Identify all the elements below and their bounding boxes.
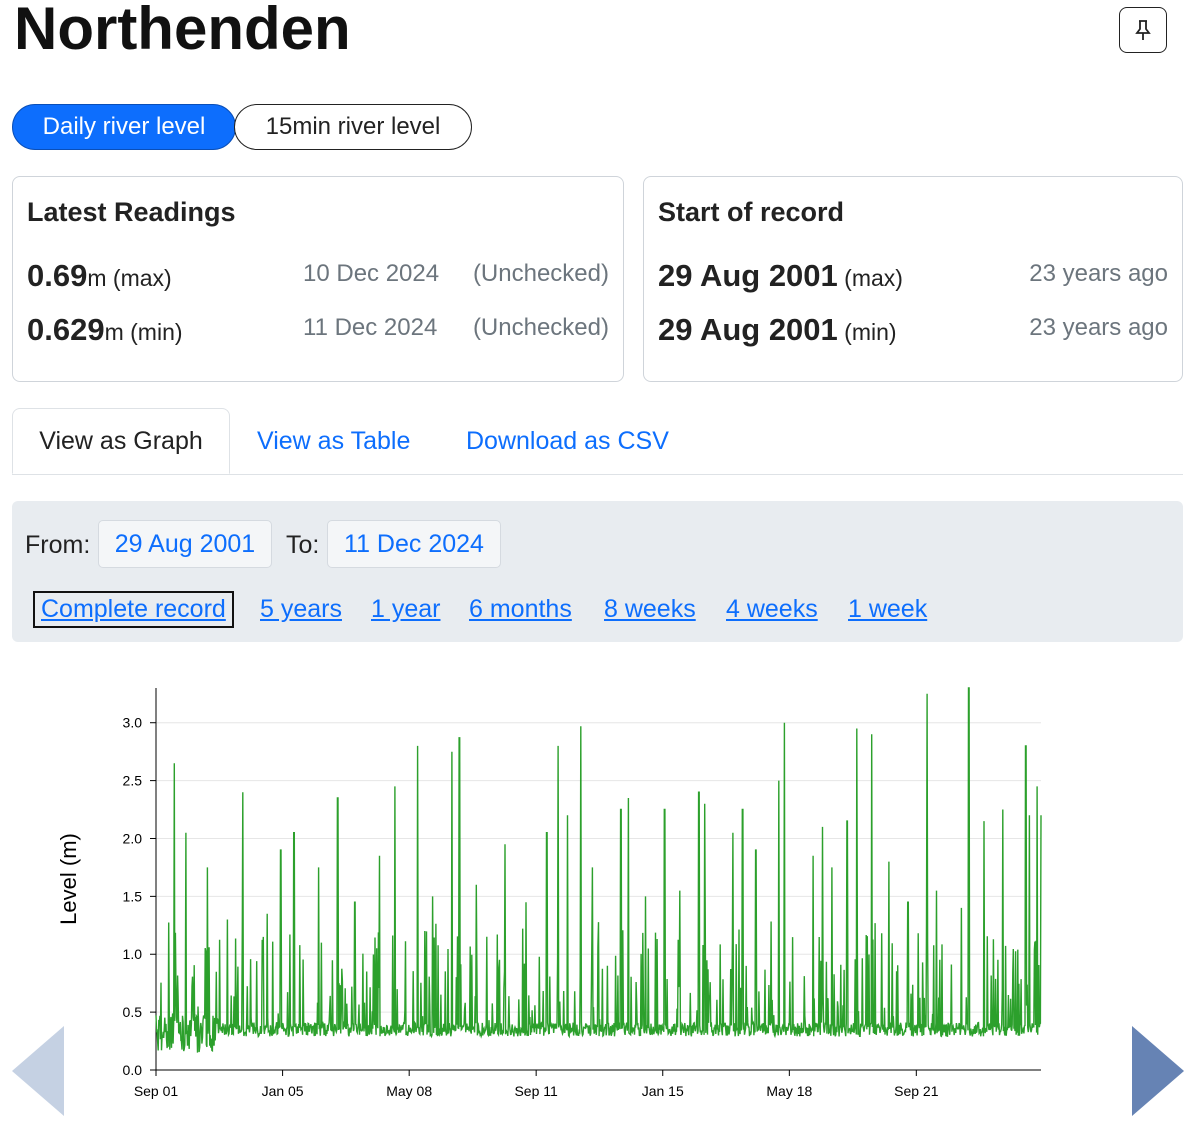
start-of-record-heading: Start of record xyxy=(658,197,845,227)
y-tick-label: 2.5 xyxy=(123,773,143,789)
start-min-row: 29 Aug 2001 (min) 23 years ago xyxy=(658,308,1168,348)
tab-view-as-table[interactable]: View as Table xyxy=(257,426,411,455)
range-1-year[interactable]: 1 year xyxy=(371,595,441,623)
page-title: Northenden xyxy=(14,0,351,62)
range-6-months[interactable]: 6 months xyxy=(469,595,572,623)
y-tick-label: 1.0 xyxy=(123,946,143,962)
tab-view-as-graph[interactable]: View as Graph xyxy=(12,408,230,474)
start-min-date: 29 Aug 2001 xyxy=(658,312,838,347)
x-tick-label: Sep 01 xyxy=(134,1083,179,1099)
start-max-kind: (max) xyxy=(844,265,903,291)
15min-river-level-toggle[interactable]: 15min river level xyxy=(234,104,472,150)
start-of-record-card: Start of record 29 Aug 2001 (max) 23 yea… xyxy=(643,176,1183,382)
river-level-chart: 0.0 0.5 1.0 1.5 2.0 2.5 3.0 Sep 01 Jan 05 May 08 S… xyxy=(56,687,1042,1099)
x-tick-label: May 18 xyxy=(766,1083,812,1099)
x-tick-label: May 08 xyxy=(386,1083,432,1099)
latest-min-date: 11 Dec 2024 xyxy=(303,314,438,341)
latest-max-unit: m xyxy=(87,265,107,291)
latest-readings-card: Latest Readings 0.69m (max) 10 Dec 2024 … xyxy=(12,176,624,382)
y-tick-label: 0.0 xyxy=(123,1062,143,1078)
prev-period-button[interactable] xyxy=(12,1026,64,1116)
arrow-left-icon xyxy=(12,1026,64,1116)
latest-min-row: 0.629m (min) 11 Dec 2024 (Unchecked) xyxy=(27,308,609,348)
y-axis-label: Level (m) xyxy=(56,833,81,925)
range-8-weeks[interactable]: 8 weeks xyxy=(604,595,696,623)
x-tick-label: Sep 21 xyxy=(894,1083,939,1099)
from-date-field[interactable]: 29 Aug 2001 xyxy=(98,520,272,568)
latest-max-row: 0.69m (max) 10 Dec 2024 (Unchecked) xyxy=(27,254,609,294)
to-date-field[interactable]: 11 Dec 2024 xyxy=(327,520,501,568)
y-tick-label: 2.0 xyxy=(123,830,143,846)
latest-min-value: 0.629 xyxy=(27,312,105,347)
date-filter-panel: From: 29 Aug 2001 To: 11 Dec 2024 Comple… xyxy=(12,501,1183,642)
daily-river-level-toggle[interactable]: Daily river level xyxy=(12,104,236,150)
start-max-date: 29 Aug 2001 xyxy=(658,258,838,293)
x-tick-label: Jan 15 xyxy=(642,1083,684,1099)
next-period-button[interactable] xyxy=(1132,1026,1184,1116)
y-tick-label: 0.5 xyxy=(123,1004,143,1020)
series-line xyxy=(155,687,1042,1053)
latest-max-status: (Unchecked) xyxy=(472,260,609,287)
latest-readings-heading: Latest Readings xyxy=(27,197,236,227)
range-complete-record[interactable]: Complete record xyxy=(33,591,234,628)
to-label: To: xyxy=(286,531,320,559)
pin-button[interactable] xyxy=(1119,7,1167,53)
y-tick-label: 1.5 xyxy=(123,888,143,904)
start-min-kind: (min) xyxy=(844,319,897,345)
latest-max-kind: (max) xyxy=(112,265,172,291)
x-tick-label: Jan 05 xyxy=(262,1083,304,1099)
range-4-weeks[interactable]: 4 weeks xyxy=(726,595,818,623)
arrow-right-icon xyxy=(1132,1026,1184,1116)
start-max-ago: 23 years ago xyxy=(1029,260,1168,287)
pin-icon xyxy=(1135,20,1151,40)
start-max-row: 29 Aug 2001 (max) 23 years ago xyxy=(658,254,1168,294)
view-tabs: View as Graph View as Table Download as … xyxy=(12,408,1183,475)
latest-max-value: 0.69 xyxy=(27,258,88,293)
start-min-ago: 23 years ago xyxy=(1029,314,1168,341)
range-1-week[interactable]: 1 week xyxy=(848,595,928,623)
latest-min-kind: (min) xyxy=(130,319,183,345)
y-tick-label: 3.0 xyxy=(123,715,143,731)
latest-min-unit: m xyxy=(104,319,124,345)
tab-download-csv[interactable]: Download as CSV xyxy=(466,426,669,455)
x-tick-label: Sep 11 xyxy=(514,1083,558,1099)
latest-max-date: 10 Dec 2024 xyxy=(303,260,440,287)
from-label: From: xyxy=(25,531,91,559)
range-5-years[interactable]: 5 years xyxy=(260,595,342,623)
latest-min-status: (Unchecked) xyxy=(472,314,609,341)
